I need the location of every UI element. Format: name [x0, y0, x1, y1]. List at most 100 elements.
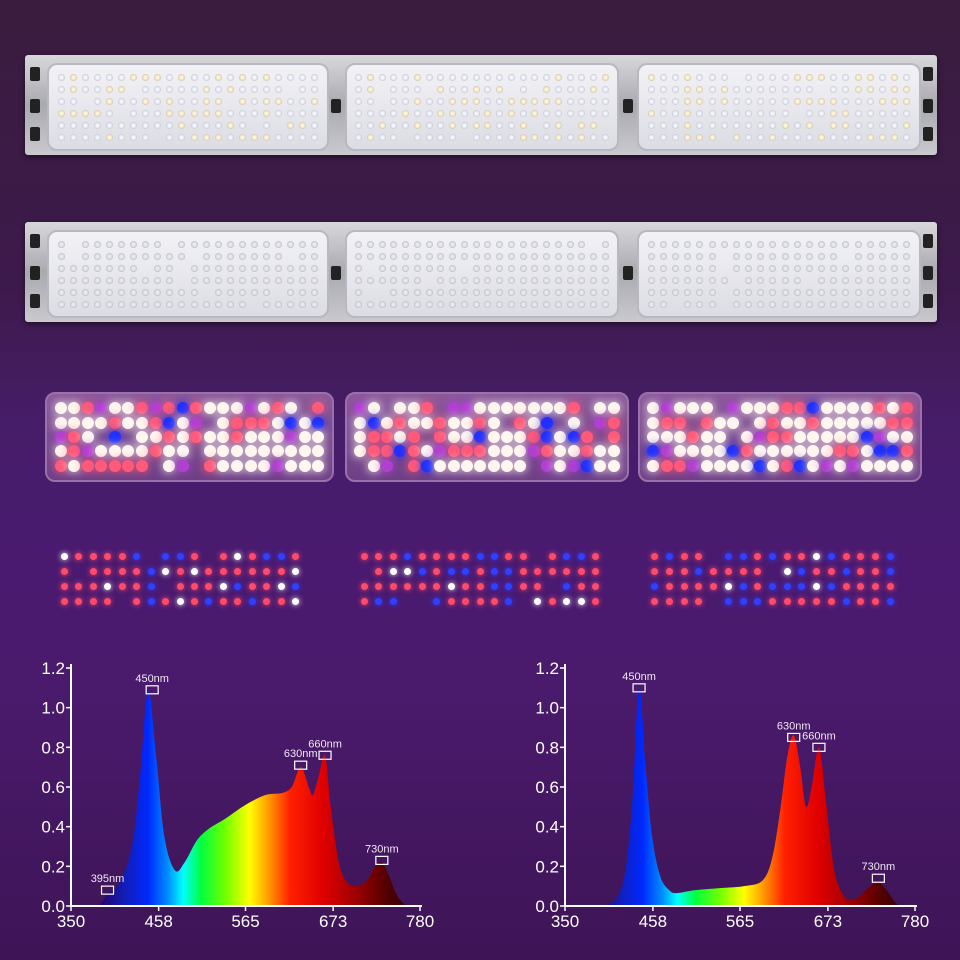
- led-chip: [659, 85, 667, 93]
- led-chip: [567, 445, 580, 458]
- led-chip: [154, 276, 162, 284]
- led-chip: [554, 85, 562, 93]
- led-chip: [355, 300, 363, 308]
- led-chip: [601, 300, 609, 308]
- led-chip: [496, 300, 504, 308]
- led-chip: [827, 597, 835, 605]
- led-chip: [449, 240, 457, 248]
- led-chip: [366, 97, 374, 105]
- led-chip: [860, 402, 873, 415]
- led-chip: [360, 597, 368, 605]
- led-chip: [190, 240, 198, 248]
- led-chip: [474, 431, 487, 443]
- led-chip: [142, 85, 150, 93]
- led-module-lit: [640, 542, 905, 616]
- led-chip: [258, 459, 271, 472]
- led-chip: [460, 97, 468, 105]
- led-chip: [793, 276, 801, 284]
- led-chip: [903, 264, 911, 272]
- led-chip: [769, 109, 777, 117]
- led-chip: [404, 582, 412, 590]
- led-chip: [287, 73, 295, 81]
- led-chip: [769, 276, 777, 284]
- led-chip: [234, 568, 242, 576]
- led-chip: [903, 276, 911, 284]
- led-chip: [149, 445, 162, 458]
- led-chip: [818, 252, 826, 260]
- led-chip: [163, 459, 176, 472]
- led-chip: [507, 264, 515, 272]
- led-chip: [437, 276, 445, 284]
- led-chip: [311, 288, 319, 296]
- mount-clip: [623, 99, 633, 113]
- led-chip: [69, 264, 77, 272]
- led-chip: [248, 553, 256, 561]
- led-chip: [421, 402, 433, 415]
- led-chip: [878, 73, 886, 81]
- led-chip: [601, 264, 609, 272]
- led-chip: [830, 276, 838, 284]
- led-chip: [554, 445, 567, 458]
- led-chip: [891, 73, 899, 81]
- led-chip: [781, 276, 789, 284]
- led-chip: [142, 276, 150, 284]
- led-chip: [166, 264, 174, 272]
- led-chip: [647, 121, 655, 129]
- led-chip: [659, 276, 667, 284]
- led-chip: [142, 252, 150, 260]
- led-chip: [903, 288, 911, 296]
- led-chip: [820, 459, 833, 472]
- led-chip: [277, 597, 285, 605]
- led-chip: [695, 568, 703, 576]
- led-chip: [891, 276, 899, 284]
- led-chip: [250, 288, 258, 296]
- led-chip: [425, 264, 433, 272]
- led-chip: [461, 459, 473, 472]
- led-chip: [505, 582, 513, 590]
- led-chip: [720, 121, 728, 129]
- led-chip: [541, 459, 553, 472]
- mount-clip: [30, 67, 40, 81]
- led-chip: [781, 73, 789, 81]
- led-chip: [460, 85, 468, 93]
- led-chip: [505, 597, 513, 605]
- led-chip: [496, 276, 504, 284]
- led-chip: [484, 276, 492, 284]
- led-chip: [258, 445, 271, 458]
- led-chip: [680, 553, 688, 561]
- led-chip: [277, 582, 285, 590]
- led-chip: [708, 240, 716, 248]
- led-chip: [769, 582, 776, 590]
- spectrum-chart-red-blue: 0.0 0.2 0.4 0.6 0.8 1.0 1.2 350 458 565 673 780 450n…: [535, 659, 929, 931]
- led-chip: [780, 431, 793, 443]
- led-chip: [149, 402, 162, 415]
- led-chip: [275, 133, 283, 141]
- led-chip: [834, 459, 846, 472]
- led-chip: [250, 73, 258, 81]
- led-chip: [472, 252, 480, 260]
- led-chip: [519, 568, 527, 576]
- led-chip: [566, 109, 574, 117]
- led-chip: [133, 553, 141, 561]
- led-chip: [205, 597, 213, 605]
- led-chip: [190, 133, 198, 141]
- led-chip: [413, 288, 421, 296]
- led-chip: [263, 288, 271, 296]
- led-chip: [381, 445, 393, 458]
- led-chip: [402, 85, 410, 93]
- led-chip: [203, 445, 216, 458]
- led-chip: [69, 97, 77, 105]
- led-chip: [769, 240, 777, 248]
- led-chip: [163, 445, 176, 458]
- led-chip: [425, 133, 433, 141]
- led-chip: [684, 85, 692, 93]
- led-chip: [696, 288, 704, 296]
- led-chip: [250, 109, 258, 117]
- led-chip: [402, 264, 410, 272]
- led-chip: [217, 459, 230, 472]
- led-chip: [462, 597, 470, 605]
- led-chip: [154, 73, 162, 81]
- led-chip: [727, 402, 740, 415]
- led-chip: [592, 553, 600, 561]
- led-chip: [226, 133, 234, 141]
